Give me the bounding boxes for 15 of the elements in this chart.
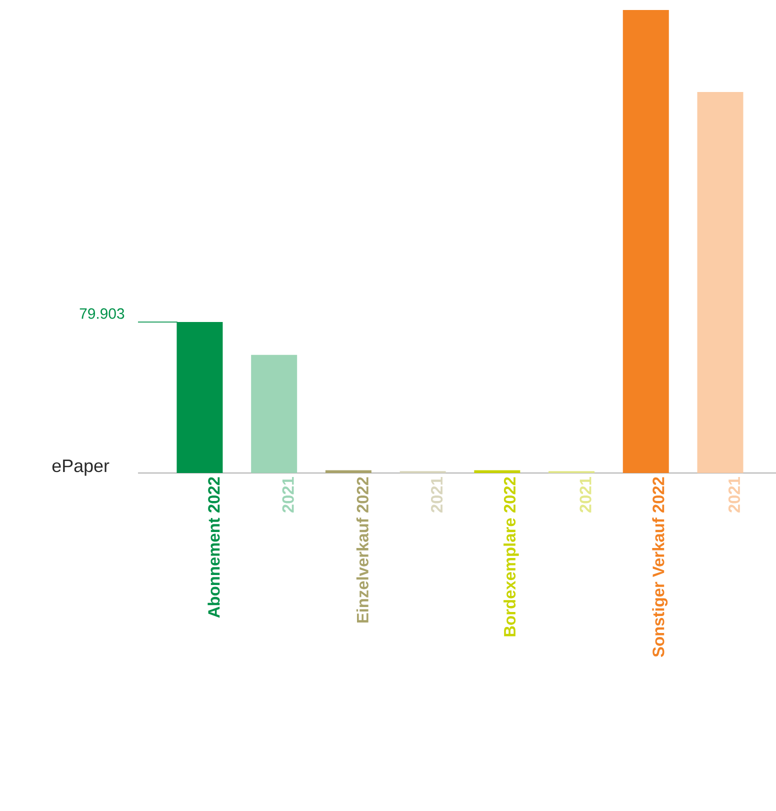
bar <box>697 92 744 473</box>
y-axis-title: ePaper <box>52 460 110 476</box>
x-tick-label: Sonstiger Verkauf 2022 <box>652 477 668 657</box>
x-tick-label: 2021 <box>430 476 443 513</box>
x-tick-label: Abonnement 2022 <box>208 477 220 618</box>
x-tick-label: Bordexemplare 2022 <box>504 477 519 636</box>
x-tick-label: 2021 <box>728 476 740 513</box>
text: 79.903 <box>80 308 124 319</box>
x-tick-label: Einzelverkauf 2022 <box>356 477 368 623</box>
bar <box>325 470 372 473</box>
bar <box>622 10 669 473</box>
x-tick-label: 2021 <box>580 476 592 513</box>
bar <box>251 354 298 473</box>
bar <box>474 470 520 473</box>
x-tick-label: 2021 <box>282 476 294 513</box>
